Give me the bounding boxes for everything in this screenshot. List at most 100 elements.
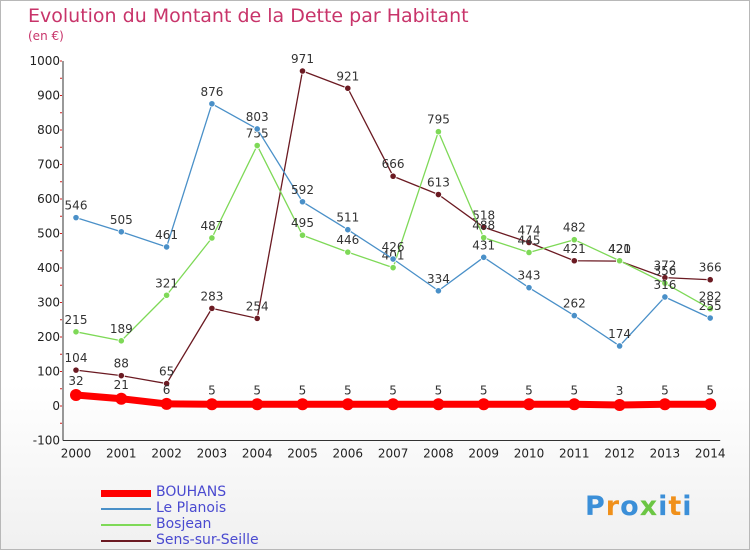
data-point [163, 243, 171, 251]
x-tick-label: 2008 [423, 447, 454, 461]
data-label: 283 [200, 289, 223, 303]
data-point [480, 234, 488, 242]
brand-logo: Proxiti [585, 491, 693, 522]
brand-letter: t [668, 491, 683, 522]
data-point [568, 398, 581, 411]
y-tick-label: 1000 [29, 54, 60, 68]
data-point [480, 223, 488, 231]
y-tick-label: 0 [52, 399, 60, 413]
data-point [163, 291, 171, 299]
data-point [615, 257, 624, 265]
data-point [661, 293, 669, 301]
data-label: 366 [699, 261, 722, 275]
x-tick-label: 2007 [378, 447, 409, 461]
x-tick-label: 2002 [151, 447, 182, 461]
data-point [658, 398, 671, 411]
data-point [117, 372, 125, 380]
data-label: 518 [472, 208, 495, 222]
data-label: 343 [518, 269, 541, 283]
x-tick-label: 2005 [287, 447, 318, 461]
data-point [205, 398, 218, 411]
legend-swatch [101, 540, 151, 542]
y-tick-label: 300 [37, 296, 60, 310]
data-point [704, 398, 717, 411]
brand-letter: o [620, 491, 640, 522]
data-label: 21 [114, 378, 129, 392]
data-point [434, 287, 442, 295]
data-point [615, 342, 624, 350]
data-label: 445 [518, 233, 541, 247]
brand-letter: i [658, 491, 669, 522]
data-label: 971 [291, 52, 314, 66]
x-tick-label: 2014 [695, 447, 726, 461]
data-point [341, 398, 354, 411]
data-point [208, 304, 216, 312]
legend-label: Sens-sur-Seille [156, 532, 259, 548]
data-label: 189 [110, 322, 133, 336]
data-point [117, 337, 125, 345]
data-label: 282 [699, 290, 722, 304]
legend-swatch [101, 524, 151, 526]
brand-letter: r [605, 491, 621, 522]
data-label: 334 [427, 272, 450, 286]
x-tick-label: 2004 [242, 447, 273, 461]
data-label: 474 [518, 223, 541, 237]
data-point [298, 198, 307, 206]
data-label: 3 [616, 384, 624, 398]
data-point [480, 253, 488, 261]
data-point [344, 84, 352, 92]
data-label: 5 [570, 383, 578, 397]
data-point [570, 257, 578, 265]
data-label: 613 [427, 176, 450, 190]
data-point [253, 141, 261, 150]
data-point [387, 398, 400, 411]
data-label: 174 [608, 327, 631, 341]
y-tick-label: 200 [37, 330, 60, 344]
data-label: 321 [155, 276, 178, 290]
y-tick-label: 500 [37, 227, 60, 241]
data-label: 511 [336, 211, 359, 225]
data-label: 666 [382, 157, 405, 171]
data-label: 372 [653, 259, 676, 273]
data-point [432, 398, 445, 411]
y-tick-label: -100 [33, 434, 60, 448]
x-tick-label: 2001 [106, 447, 137, 461]
data-label: 431 [472, 238, 495, 252]
data-point [344, 248, 352, 256]
x-tick-label: 2011 [559, 447, 590, 461]
data-point [163, 379, 171, 388]
legend-swatch [101, 489, 151, 497]
data-point [661, 279, 669, 287]
data-point [613, 398, 626, 411]
data-label: 461 [155, 228, 178, 242]
data-point [525, 248, 533, 257]
chart-unit: (en €) [28, 29, 64, 43]
legend-label: Bosjean [156, 516, 212, 532]
x-tick-label: 2010 [514, 447, 545, 461]
data-point [253, 314, 261, 322]
data-point [477, 398, 490, 411]
data-point [389, 255, 397, 263]
data-label: 5 [389, 383, 397, 397]
data-label: 5 [480, 383, 488, 397]
data-label: 5 [344, 383, 352, 397]
data-label: 32 [68, 374, 83, 388]
legend-label: Le Planois [156, 500, 227, 516]
data-point [115, 392, 128, 405]
legend-label: BOUHANS [156, 484, 227, 500]
data-label: 488 [472, 219, 495, 233]
data-point [706, 305, 714, 313]
data-label: 5 [208, 383, 216, 397]
data-label: 254 [246, 299, 269, 313]
data-label: 487 [200, 219, 223, 233]
data-label: 262 [563, 297, 586, 311]
data-point [117, 228, 125, 236]
data-point [251, 398, 264, 411]
data-label: 421 [608, 242, 631, 256]
y-tick-label: 100 [37, 365, 60, 379]
data-point [72, 214, 80, 222]
data-point [389, 172, 397, 180]
x-tick-label: 2009 [468, 447, 499, 461]
data-point [72, 366, 80, 374]
